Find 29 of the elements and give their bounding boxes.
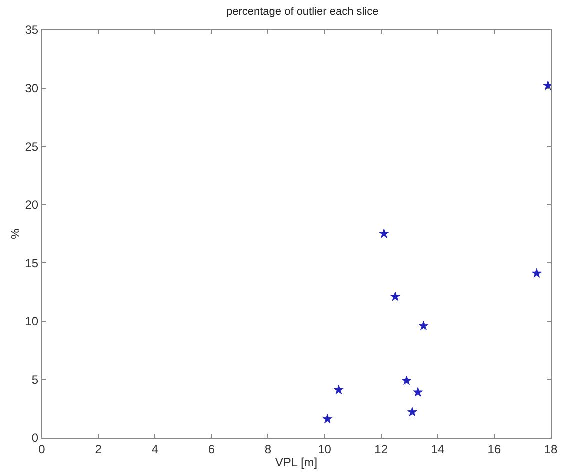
point — [408, 407, 418, 417]
point — [402, 376, 412, 386]
y-tick-label: 5 — [32, 372, 39, 387]
x-tick-label: 6 — [208, 442, 216, 456]
point — [418, 320, 429, 330]
x-tick-label: 16 — [488, 442, 502, 456]
y-tick-label: 0 — [32, 431, 39, 446]
y-axis-title: % — [8, 228, 23, 240]
y-tick-label: 15 — [25, 256, 39, 270]
point — [379, 228, 390, 238]
point — [334, 385, 344, 394]
x-axis-title: VPL [m] — [275, 455, 318, 470]
x-tick-label: 12 — [374, 442, 388, 456]
x-tick-label: 8 — [264, 442, 272, 456]
point — [532, 268, 542, 278]
x-tick-label: 10 — [318, 442, 332, 456]
point — [322, 414, 333, 424]
chart-title: percentage of outlier each slice — [226, 6, 379, 18]
y-tick-label: 20 — [25, 198, 39, 212]
point — [413, 387, 423, 397]
y-tick-label: 35 — [25, 23, 39, 38]
y-tick-label: 25 — [25, 140, 39, 154]
x-tick-label: 18 — [544, 442, 558, 456]
y-tick-label: 30 — [25, 81, 39, 96]
y-tick-label: 10 — [25, 314, 39, 329]
x-tick-label: 2 — [95, 442, 102, 456]
x-tick-label: 4 — [152, 442, 159, 456]
point — [390, 292, 400, 302]
x-tick-label: 14 — [431, 442, 445, 456]
